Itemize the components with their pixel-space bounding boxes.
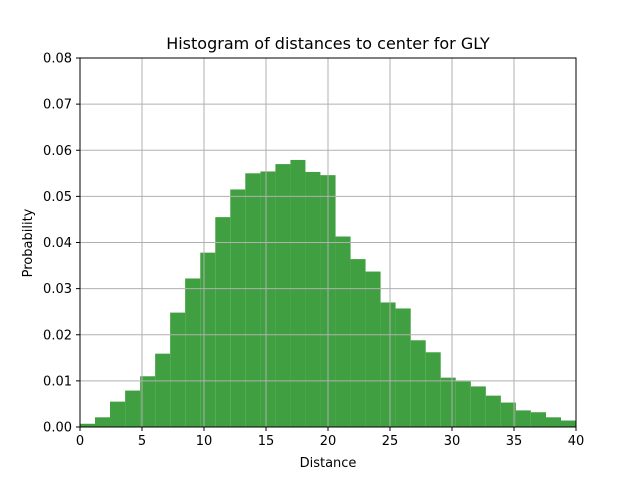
x-tick-label: 35 [506, 434, 523, 449]
histogram-bar [125, 390, 141, 427]
y-tick-label: 0.06 [43, 144, 72, 159]
histogram-bar [170, 312, 186, 427]
histogram-bar [455, 381, 471, 427]
y-tick-label: 0.04 [43, 236, 72, 251]
histogram-bar [335, 236, 351, 427]
histogram-bar [395, 308, 411, 427]
chart-title: Histogram of distances to center for GLY [166, 34, 490, 53]
y-tick-label: 0.02 [43, 328, 72, 343]
y-axis-label: Probability [21, 208, 36, 277]
x-tick-label: 0 [76, 434, 84, 449]
histogram-bar [110, 401, 126, 427]
histogram-bar [305, 171, 321, 427]
histogram-bar [140, 376, 156, 427]
histogram-bar [470, 386, 486, 427]
y-tick-label: 0.01 [43, 374, 72, 389]
histogram-bar [80, 423, 96, 427]
y-axis-ticks: 0.00 0.01 0.02 0.03 0.04 0.05 0.06 0.07 0.08 [43, 52, 80, 436]
histogram-bar [545, 417, 561, 427]
x-tick-label: 15 [258, 434, 275, 449]
histogram-bar [425, 352, 441, 427]
histogram-bar [200, 252, 216, 427]
y-tick-label: 0.08 [43, 52, 72, 67]
y-tick-label: 0.03 [43, 282, 72, 297]
histogram-bar [95, 417, 111, 427]
histogram-bar [365, 271, 381, 427]
histogram-bar [515, 410, 531, 427]
histogram-bar [245, 173, 261, 427]
y-tick-label: 0.07 [43, 98, 72, 113]
x-tick-label: 40 [568, 434, 585, 449]
x-axis-ticks: 0 5 10 15 20 25 30 35 40 [76, 427, 584, 449]
grid-overlay [79, 57, 577, 428]
histogram-bar [350, 259, 366, 427]
histogram-bar [500, 402, 516, 427]
histogram-bar [560, 420, 576, 427]
histogram-bar [185, 278, 201, 427]
histogram-bar [410, 340, 426, 427]
y-tick-label: 0.05 [43, 190, 72, 205]
histogram-bar [215, 217, 231, 427]
histogram-bar [290, 159, 306, 427]
histogram-bar [440, 377, 456, 427]
x-axis-label: Distance [300, 456, 357, 471]
x-tick-label: 25 [382, 434, 399, 449]
histogram-bar [260, 171, 276, 427]
histogram-bar [485, 395, 501, 427]
histogram-bar [275, 164, 291, 427]
x-tick-label: 10 [196, 434, 213, 449]
histogram-bar [155, 353, 171, 427]
histogram-bar [530, 412, 546, 427]
y-tick-label: 0.00 [43, 421, 72, 436]
histogram-bar [380, 302, 396, 427]
x-tick-label: 5 [138, 434, 146, 449]
histogram-bar [230, 189, 246, 427]
x-tick-label: 20 [320, 434, 337, 449]
x-tick-label: 30 [444, 434, 461, 449]
